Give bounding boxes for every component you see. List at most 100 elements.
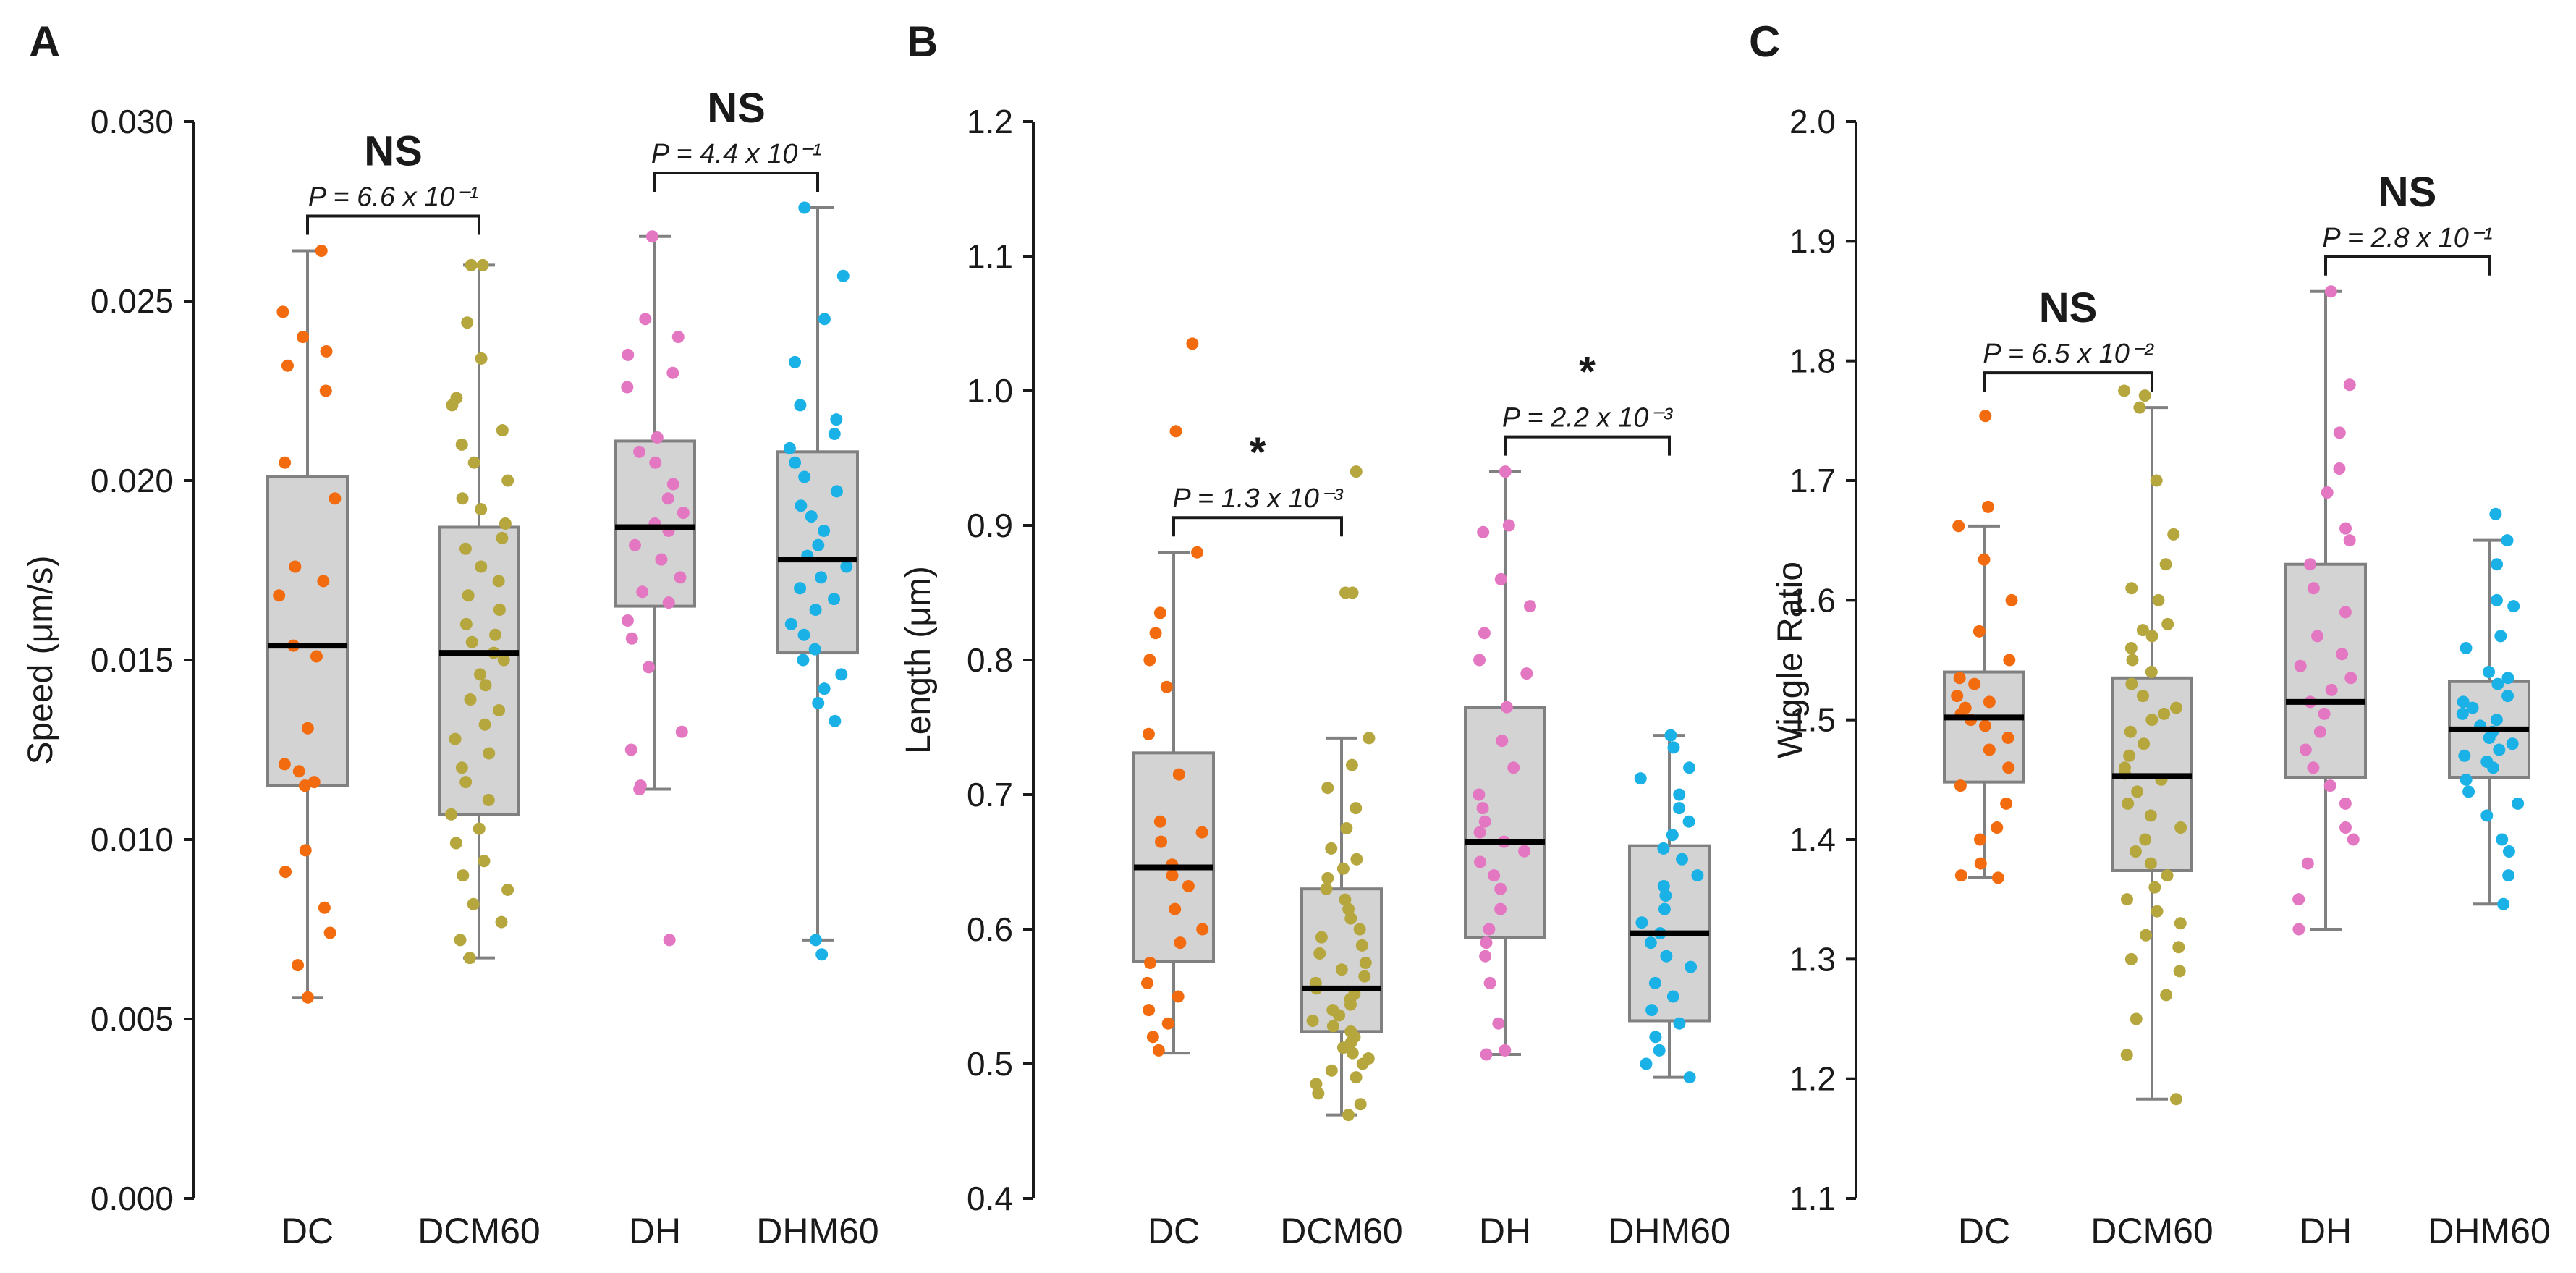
data-point (1325, 842, 1338, 855)
y-tick-label: 1.8 (1789, 342, 1836, 380)
data-point (662, 596, 675, 609)
data-point (298, 779, 311, 792)
data-point (2161, 617, 2174, 630)
data-point (1974, 857, 1987, 870)
data-point (1313, 947, 1326, 960)
data-point (625, 632, 638, 645)
significance-label: NS (2039, 284, 2098, 331)
data-point (836, 269, 850, 282)
data-point (655, 553, 668, 566)
data-point (2460, 641, 2473, 654)
data-point (1666, 990, 1679, 1003)
box-group-dh (1464, 465, 1546, 1061)
data-point (2173, 965, 2186, 978)
p-value-label: P = 6.6 x 10⁻¹ (308, 182, 478, 213)
data-point (495, 915, 508, 929)
y-tick-label: 0.025 (90, 282, 174, 320)
data-point (299, 844, 312, 857)
data-point (449, 837, 462, 850)
data-point (2496, 833, 2509, 846)
data-point (455, 438, 468, 451)
data-point (2502, 869, 2515, 882)
data-point (501, 883, 514, 896)
data-point (677, 507, 690, 520)
data-point (666, 478, 679, 491)
data-point (1346, 586, 1359, 599)
box-group-dc (266, 245, 349, 1004)
significance-label: NS (2378, 169, 2437, 216)
data-point (1350, 1071, 1363, 1084)
data-point (2148, 881, 2161, 894)
data-point (621, 381, 634, 394)
panel-c: C 1.1 1.2 1.3 1.4 1.5 1.6 1.7 1.8 1.9 2.0 Wiggle Ra… (1749, 17, 2551, 1251)
data-point (1144, 957, 1157, 969)
data-point (496, 424, 509, 437)
data-point (1356, 1057, 1369, 1070)
data-point (1350, 853, 1363, 866)
data-point (624, 743, 637, 756)
data-point (2460, 773, 2473, 786)
y-tick-label: 1.5 (1789, 701, 1836, 739)
data-point (1326, 1020, 1339, 1033)
p-value-label: P = 2.8 x 10⁻¹ (2322, 223, 2492, 253)
data-point (2339, 797, 2352, 810)
data-point (2005, 593, 2018, 606)
data-point (444, 808, 457, 821)
data-point (1657, 879, 1670, 892)
data-point (1968, 677, 1981, 690)
y-tick-label: 0.005 (90, 1000, 174, 1038)
data-point (2003, 654, 2016, 667)
data-point (1153, 606, 1166, 619)
box-group-dcm60 (438, 258, 520, 965)
data-point (1350, 802, 1363, 815)
data-point (1479, 950, 1492, 963)
p-value-label: P = 4.4 x 10⁻¹ (651, 139, 821, 169)
data-point (1682, 815, 1695, 828)
data-point (621, 614, 634, 627)
data-point (1140, 976, 1153, 989)
y-tick-label: 1.2 (967, 103, 1013, 140)
comparison: P = 2.2 x 10⁻³ * (1502, 349, 1673, 456)
data-point (633, 445, 646, 458)
data-point (1335, 963, 1348, 976)
y-tick-label: 0.030 (90, 103, 174, 140)
x-category-label: DC (1148, 1211, 1200, 1251)
data-point (1653, 1044, 1666, 1057)
data-point (797, 628, 810, 641)
data-point (2512, 797, 2525, 810)
data-point (1658, 902, 1671, 915)
data-point (2343, 534, 2356, 547)
data-point (2124, 725, 2137, 738)
data-point (2299, 743, 2312, 756)
data-point (805, 510, 818, 523)
data-point (1649, 1031, 1662, 1044)
data-point (2124, 641, 2138, 654)
data-point (1499, 1044, 1512, 1057)
y-tick-label: 1.3 (1789, 940, 1836, 978)
data-point (2292, 893, 2305, 906)
data-point (279, 456, 292, 469)
data-point (1354, 1098, 1367, 1111)
data-point (1494, 902, 1507, 915)
data-point (1321, 782, 1334, 795)
data-point (818, 524, 831, 537)
data-point (2506, 737, 2519, 750)
data-point (493, 703, 506, 716)
data-point (315, 245, 328, 258)
significance-bracket (2324, 255, 2491, 276)
data-point (1983, 743, 1996, 756)
y-tick-label: 1.9 (1789, 222, 1836, 260)
data-point (1483, 976, 1496, 989)
data-point (1496, 735, 1509, 748)
data-point (809, 934, 822, 947)
x-category-label: DHM60 (2428, 1211, 2550, 1251)
box-group-dcm60 (1300, 465, 1383, 1122)
x-category-label: DHM60 (1608, 1211, 1730, 1251)
data-point (1659, 889, 1672, 902)
box-group-dhm60 (1628, 729, 1711, 1084)
data-point (318, 901, 331, 914)
data-point (1342, 902, 1355, 915)
data-point (449, 732, 462, 745)
data-point (2462, 785, 2475, 798)
